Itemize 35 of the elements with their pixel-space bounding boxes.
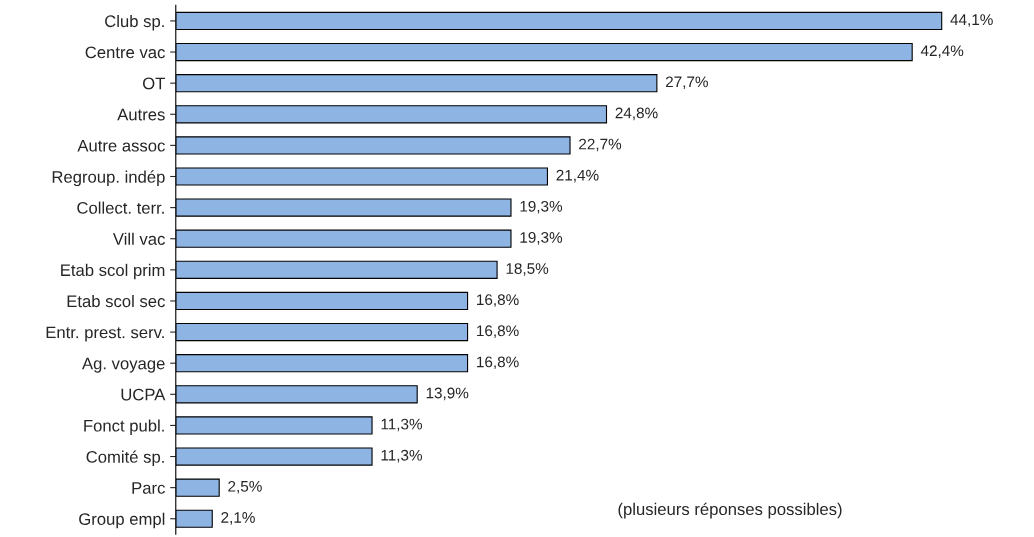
data-label: 16,8% xyxy=(477,356,519,370)
data-label: 16,8% xyxy=(477,325,519,338)
data-label: 42,4% xyxy=(920,45,964,58)
data-label: 11,3% xyxy=(381,449,423,463)
y-tick-label: Club sp. xyxy=(105,14,164,31)
y-tick-label: Etab scol prim xyxy=(61,263,165,280)
y-tick-label: Autre assoc xyxy=(77,139,165,152)
data-label: 2,1% xyxy=(221,512,255,525)
data-label: 21,4% xyxy=(556,169,599,183)
y-tick-label: Ag. voyage xyxy=(82,357,165,373)
y-tick-label: Parc xyxy=(132,482,165,494)
y-tick-label: Fonct publ. xyxy=(84,419,164,435)
data-label: 2,5% xyxy=(228,480,262,494)
data-label: 24,8% xyxy=(615,107,658,121)
y-tick-label: Collect. terr. xyxy=(77,201,164,214)
y-tick-label: Comité sp. xyxy=(86,450,164,467)
y-tick-label: Vill vac xyxy=(112,232,165,245)
y-tick-label: Autres xyxy=(117,108,165,121)
y-tick-label: OT xyxy=(143,77,165,90)
data-label: 27,7% xyxy=(665,76,708,90)
data-label: 19,3% xyxy=(520,232,563,245)
y-tick-label: Entr. prest. serv. xyxy=(46,326,164,342)
y-tick-label: UCPA xyxy=(121,388,166,401)
data-label: 44,1% xyxy=(950,14,993,27)
data-label: 22,7% xyxy=(579,138,622,152)
y-tick-label: Group empl xyxy=(79,512,165,529)
y-tick-label: Regroup. indép xyxy=(52,170,165,187)
data-label: 19,3% xyxy=(520,200,563,214)
y-tick-label: Etab scol sec xyxy=(67,294,165,308)
y-tick-label: Centre vac xyxy=(85,46,165,59)
data-label: 16,8% xyxy=(477,294,519,307)
data-label: 13,9% xyxy=(426,387,469,401)
data-label: 18,5% xyxy=(506,263,549,276)
data-label: 11,3% xyxy=(381,418,423,432)
annotation: (plusieurs réponses possibles) xyxy=(618,502,842,519)
